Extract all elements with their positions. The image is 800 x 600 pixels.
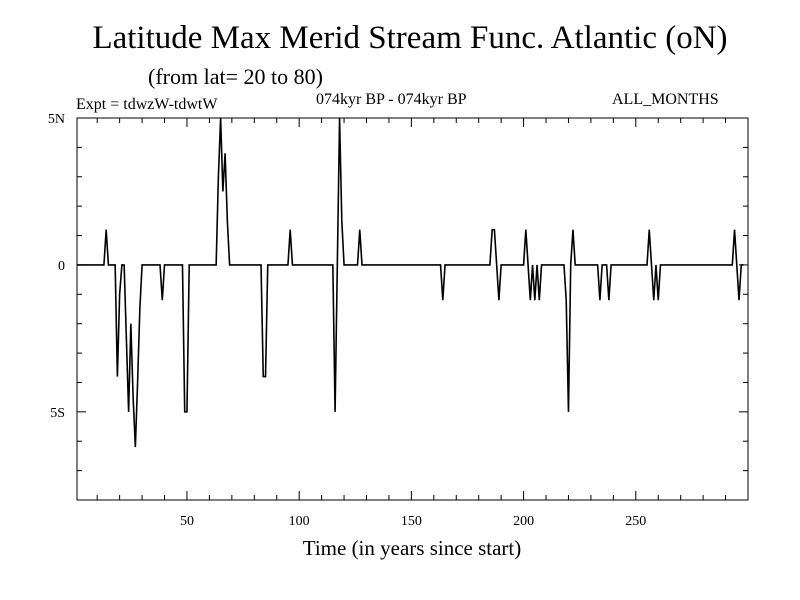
- x-tick-label: 150: [401, 514, 422, 529]
- y-tick-label: 5N: [48, 112, 65, 127]
- chart-title: Latitude Max Merid Stream Func. Atlantic…: [92, 20, 728, 56]
- period-label: 074kyr BP - 074kyr BP: [316, 91, 467, 108]
- experiment-label: Expt = tdwzW-tdwtW: [76, 96, 218, 113]
- x-tick-label: 250: [625, 514, 646, 529]
- x-tick-label: 100: [289, 514, 310, 529]
- months-label: ALL_MONTHS: [612, 91, 719, 108]
- x-axis: 50 100 150 200 250: [96, 118, 727, 529]
- x-axis-label: Time (in years since start): [302, 536, 522, 560]
- y-tick-label: 0: [58, 259, 65, 274]
- y-axis: 5N 0 5S: [48, 112, 748, 501]
- x-tick-label: 50: [180, 514, 194, 529]
- x-tick-label: 200: [513, 514, 534, 529]
- plot-frame: [76, 117, 749, 501]
- y-tick-label: 5S: [50, 406, 65, 421]
- chart-subtitle: (from lat= 20 to 80): [148, 64, 323, 89]
- series-line: [77, 117, 744, 448]
